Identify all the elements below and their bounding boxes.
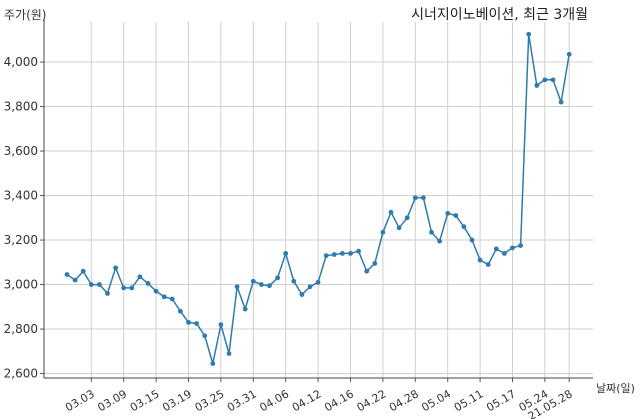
data-point [64, 272, 70, 277]
data-point [169, 296, 175, 302]
x-tick-label: 03.09 [95, 387, 129, 414]
data-point [218, 322, 224, 327]
data-point [421, 195, 426, 201]
data-point [259, 282, 264, 287]
data-point [267, 283, 272, 289]
data-point [404, 215, 410, 221]
data-point [153, 288, 159, 294]
x-tick-label: 03.25 [193, 387, 227, 414]
data-point [445, 210, 451, 216]
data-point [299, 292, 305, 297]
y-axis-title: 주가(원) [4, 8, 47, 22]
x-tick-label: 03.15 [128, 387, 162, 414]
x-tick-label: 04.22 [355, 387, 389, 414]
data-point [97, 282, 102, 287]
data-point [388, 209, 394, 215]
data-point [121, 285, 127, 291]
data-point [550, 77, 556, 83]
data-point [315, 279, 321, 285]
data-point [72, 277, 78, 283]
chart-title: 시너지이노베이션, 최근 3개월 [411, 7, 588, 23]
data-point [469, 237, 475, 243]
data-point [396, 225, 402, 231]
x-tick-label: 04.12 [290, 387, 324, 414]
data-point [518, 243, 523, 249]
x-tick-label: 05.11 [452, 387, 486, 414]
data-point [364, 268, 370, 274]
y-tick-label: 4,000 [4, 55, 38, 69]
data-point [202, 333, 208, 339]
data-point [526, 31, 532, 37]
x-tick-label: 04.28 [387, 387, 421, 414]
data-point [242, 306, 248, 312]
x-tick-label: 04.16 [322, 387, 356, 414]
data-point [194, 321, 200, 326]
y-tick-label: 3,800 [4, 100, 38, 114]
data-point [186, 319, 191, 325]
data-point [161, 294, 167, 300]
data-point [226, 351, 232, 356]
data-points [64, 31, 572, 366]
x-tick-label: 04.06 [257, 387, 291, 414]
y-tick-label: 3,000 [4, 278, 38, 292]
x-tick-label: 05.04 [419, 387, 453, 414]
x-axis-title: 날짜(일) [596, 382, 635, 395]
y-tick-label: 3,400 [4, 189, 38, 203]
data-point [356, 248, 361, 254]
grid [44, 22, 593, 378]
data-point [502, 251, 507, 256]
y-tick-label: 3,600 [4, 144, 38, 158]
data-point [542, 77, 548, 83]
data-point [250, 278, 256, 284]
y-tick-label: 2,600 [4, 367, 38, 381]
data-point [485, 262, 491, 267]
data-point [510, 245, 515, 251]
data-point [340, 251, 345, 256]
data-point [178, 308, 183, 314]
data-point [234, 284, 240, 290]
data-point [323, 253, 329, 259]
data-point [331, 252, 337, 257]
data-point [477, 257, 483, 263]
data-point [283, 251, 289, 256]
data-point [113, 265, 118, 271]
y-ticks: 2,600 2,800 3,000 3,200 3,400 3,600 3,800 4,000 [4, 55, 44, 381]
data-point [437, 238, 442, 244]
data-point [129, 285, 135, 291]
x-tick-label: 03.03 [63, 387, 97, 414]
data-point [348, 251, 353, 256]
data-point [453, 213, 459, 218]
data-point [534, 83, 540, 88]
data-point [429, 229, 434, 235]
data-point [558, 99, 564, 105]
data-point [412, 195, 418, 201]
data-point [80, 268, 86, 274]
data-point [88, 282, 94, 287]
x-tick-label: 03.19 [160, 387, 194, 414]
data-point [372, 261, 378, 266]
data-point [493, 246, 499, 252]
y-tick-label: 3,200 [4, 233, 38, 247]
y-tick-label: 2,800 [4, 322, 38, 336]
data-point [307, 284, 313, 290]
data-point [566, 51, 572, 57]
x-ticks: 03.0303.0903.1503.1903.2503.3104.0604.12… [63, 378, 575, 419]
data-point [380, 229, 386, 235]
data-point [105, 291, 110, 296]
data-point [210, 361, 216, 366]
x-tick-label: 03.31 [225, 387, 259, 414]
data-point [291, 278, 297, 284]
data-point [145, 281, 151, 286]
data-point [275, 275, 280, 281]
data-point [461, 224, 467, 230]
x-tick-label: 05.17 [484, 387, 518, 414]
data-point [137, 274, 143, 280]
